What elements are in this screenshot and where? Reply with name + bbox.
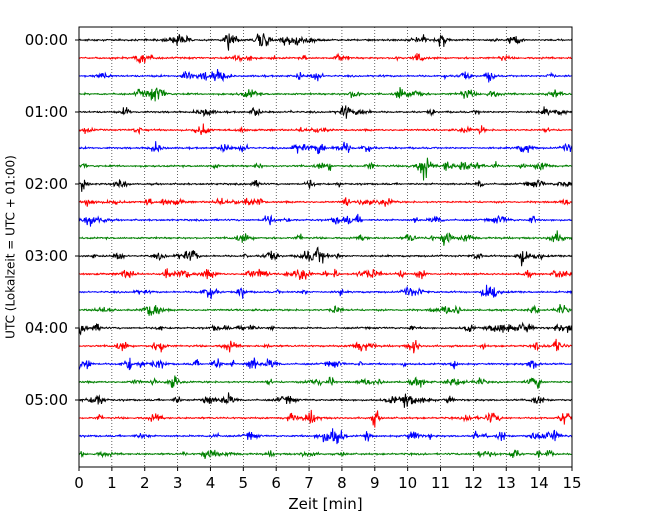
seismic-trace xyxy=(78,375,573,389)
seismic-trace xyxy=(78,69,573,83)
x-tick-label: 9 xyxy=(370,474,380,492)
seismic-trace xyxy=(78,230,573,246)
seismic-trace xyxy=(78,357,573,371)
x-tick-label: 2 xyxy=(140,474,150,492)
x-tick-label: 11 xyxy=(431,474,450,492)
y-tick-label: 04:00 xyxy=(25,319,68,337)
seismic-trace xyxy=(78,33,573,51)
seismic-trace xyxy=(78,213,573,227)
seismic-trace xyxy=(78,179,573,192)
y-axis-ticks: 00:00 01:00 02:00 03:00 04:00 05:00 xyxy=(25,31,79,409)
plot-frame xyxy=(78,26,573,468)
x-tick-label: 3 xyxy=(173,474,183,492)
seismic-trace xyxy=(78,141,573,155)
x-tick-label: 5 xyxy=(239,474,249,492)
y-tick-label: 00:00 xyxy=(25,31,68,49)
seismic-trace xyxy=(78,105,573,119)
seismic-trace xyxy=(78,157,573,181)
seismic-trace xyxy=(78,409,573,428)
x-axis-ticks: 0 1 2 3 4 5 6 7 8 9 10 11 12 13 14 15 xyxy=(74,467,582,492)
x-tick-label: 12 xyxy=(464,474,483,492)
seismic-trace xyxy=(78,338,573,354)
seismic-trace xyxy=(78,392,573,408)
x-tick-label: 15 xyxy=(562,474,581,492)
y-tick-label: 01:00 xyxy=(25,103,68,121)
seismic-trace xyxy=(78,123,573,136)
seismic-trace xyxy=(78,197,573,207)
seismic-trace xyxy=(78,246,573,267)
x-tick-label: 0 xyxy=(74,474,84,492)
x-tick-label: 8 xyxy=(337,474,347,492)
x-axis-label: Zeit [min] xyxy=(288,495,362,513)
x-tick-label: 4 xyxy=(206,474,216,492)
seismic-trace xyxy=(78,284,573,300)
x-tick-label: 7 xyxy=(304,474,314,492)
seismic-trace xyxy=(78,52,573,64)
seismic-trace xyxy=(78,87,573,102)
seismic-trace xyxy=(78,304,573,316)
x-tick-label: 1 xyxy=(107,474,117,492)
seismic-trace xyxy=(78,428,573,445)
x-tick-label: 13 xyxy=(497,474,516,492)
y-axis-label: UTC (Lokalzeit = UTC + 01:00) xyxy=(4,155,18,339)
grid-lines xyxy=(111,27,540,467)
seismic-trace xyxy=(78,449,573,459)
seismic-trace xyxy=(78,321,573,336)
y-tick-label: 05:00 xyxy=(25,391,68,409)
y-tick-label: 02:00 xyxy=(25,175,68,193)
seismic-trace xyxy=(78,268,573,281)
x-tick-label: 14 xyxy=(530,474,549,492)
seismic-traces xyxy=(78,33,573,459)
y-tick-label: 03:00 xyxy=(25,247,68,265)
x-tick-label: 10 xyxy=(398,474,417,492)
x-tick-label: 6 xyxy=(271,474,281,492)
